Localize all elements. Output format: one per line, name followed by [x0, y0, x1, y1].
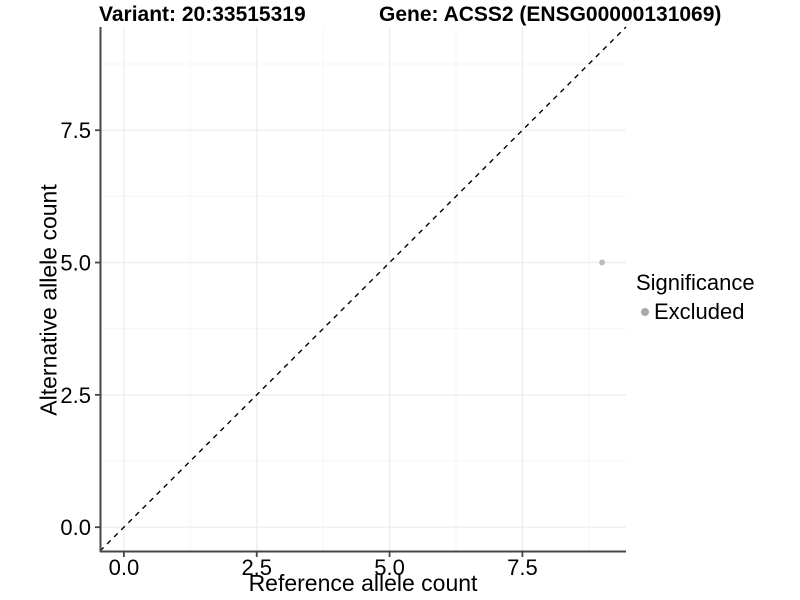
gene-title: Gene: ACSS2 (ENSG00000131069) — [379, 3, 722, 26]
legend: Significance Excluded — [636, 270, 755, 325]
data-point — [599, 259, 606, 266]
x-tick-label: 7.5 — [507, 555, 538, 580]
x-axis-label: Reference allele count — [248, 570, 478, 596]
y-axis-label: Alternative allele count — [35, 184, 62, 416]
x-tick-label: 2.5 — [241, 555, 272, 580]
y-tick-label: 7.5 — [60, 118, 91, 143]
x-tick-label: 0.0 — [109, 555, 140, 580]
y-tick-label: 2.5 — [60, 383, 91, 408]
legend-item-label: Excluded — [654, 299, 745, 324]
y-tick-label: 5.0 — [60, 251, 91, 276]
x-tick-label: 5.0 — [374, 555, 405, 580]
y-tick-label: 0.0 — [60, 515, 91, 540]
legend-point-icon — [641, 308, 649, 316]
variant-title: Variant: 20:33515319 — [99, 3, 306, 26]
legend-title: Significance — [636, 270, 755, 295]
legend-item-excluded: Excluded — [636, 299, 755, 325]
identity-dashed-line — [99, 26, 627, 552]
